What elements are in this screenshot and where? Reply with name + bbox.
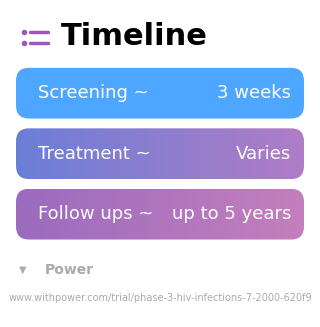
Text: 3 weeks: 3 weeks — [217, 84, 291, 102]
Text: Timeline: Timeline — [61, 22, 208, 51]
Text: ▼: ▼ — [19, 265, 26, 275]
Text: up to 5 years: up to 5 years — [172, 205, 291, 223]
Text: www.withpower.com/trial/phase-3-hiv-infections-7-2000-620f9: www.withpower.com/trial/phase-3-hiv-infe… — [8, 293, 312, 302]
FancyBboxPatch shape — [16, 68, 304, 119]
Text: Screening ~: Screening ~ — [38, 84, 149, 102]
Text: Follow ups ~: Follow ups ~ — [38, 205, 154, 223]
Text: Treatment ~: Treatment ~ — [38, 145, 151, 163]
Text: Varies: Varies — [236, 145, 291, 163]
Text: Power: Power — [45, 263, 94, 277]
